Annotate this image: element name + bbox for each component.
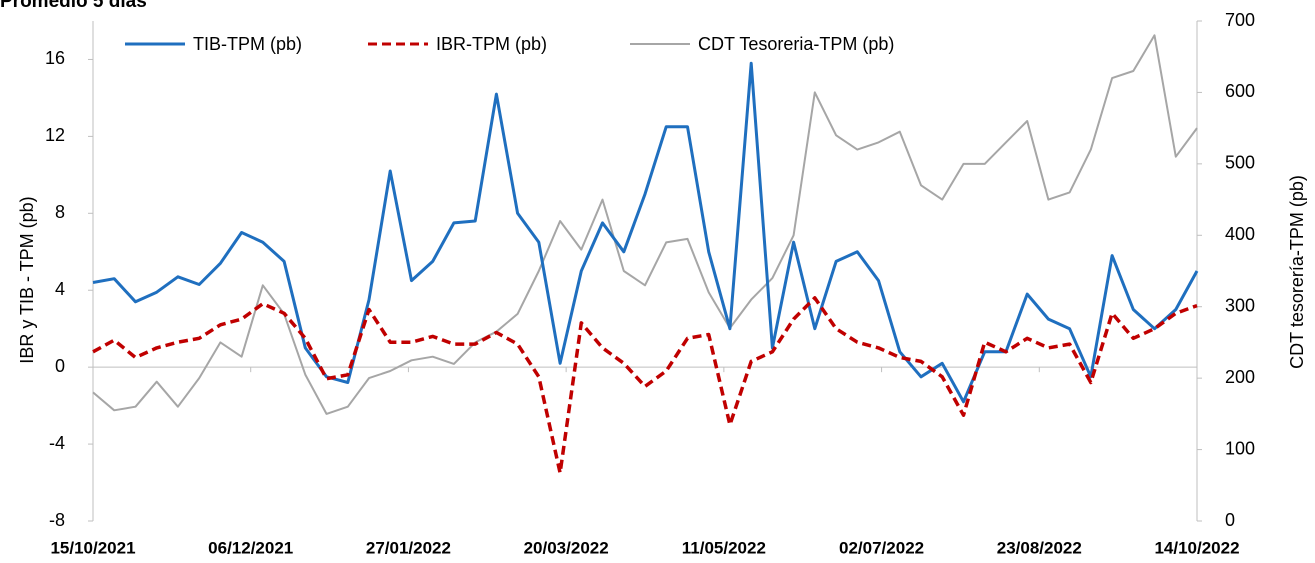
y2-tick-label: 400: [1225, 224, 1255, 244]
legend-label: CDT Tesoreria-TPM (pb): [698, 34, 894, 54]
x-tick-label: 20/03/2022: [524, 538, 609, 557]
y2-tick-label: 300: [1225, 295, 1255, 315]
y2-tick-label: 0: [1225, 510, 1235, 530]
x-tick-label: 15/10/2021: [50, 538, 135, 557]
y-tick-label: 12: [45, 125, 65, 145]
y-tick-label: 8: [55, 202, 65, 222]
y2-tick-label: 100: [1225, 438, 1255, 458]
y2-axis-label: CDT tesorería-TPM (pb): [1287, 175, 1307, 369]
y2-tick-label: 500: [1225, 153, 1255, 173]
series-line: [92, 61, 1199, 404]
y-tick-label: 4: [55, 279, 65, 299]
series-line: [92, 34, 1198, 415]
x-tick-label: 02/07/2022: [839, 538, 924, 557]
series-line: [92, 296, 1198, 475]
y-axis-label: IBR y TIB - TPM (pb): [17, 196, 37, 363]
x-tick-label: 11/05/2022: [682, 538, 766, 557]
x-tick-label: 23/08/2022: [997, 538, 1082, 557]
y2-tick-label: 700: [1225, 10, 1255, 30]
x-tick-label: 14/10/2022: [1154, 538, 1239, 557]
y-tick-label: -4: [49, 433, 65, 453]
x-tick-label: 06/12/2021: [208, 538, 293, 557]
y-tick-label: 16: [45, 48, 65, 68]
legend-label: TIB-TPM (pb): [193, 34, 302, 54]
y-tick-label: 0: [55, 356, 65, 376]
chart-title: Promedio 5 días: [0, 0, 147, 12]
x-tick-label: 27/01/2022: [366, 538, 451, 557]
y-tick-label: -8: [49, 510, 65, 530]
y2-tick-label: 200: [1225, 367, 1255, 387]
y2-tick-label: 600: [1225, 81, 1255, 101]
legend-label: IBR-TPM (pb): [436, 34, 547, 54]
